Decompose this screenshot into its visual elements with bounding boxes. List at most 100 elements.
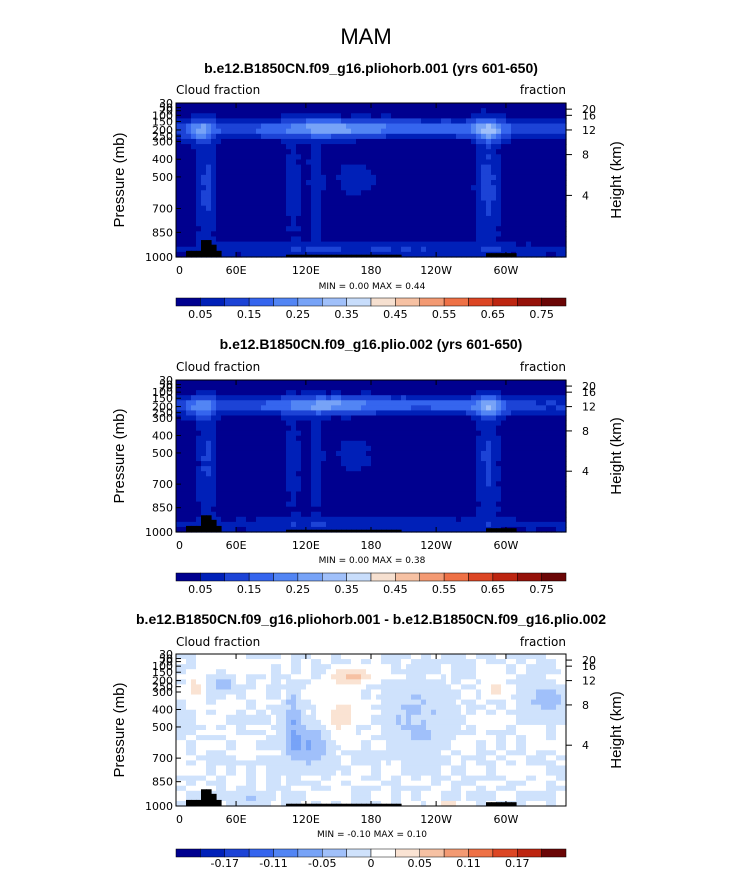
field-cell [211,123,217,130]
field-cell [206,511,212,518]
field-cell [461,526,467,533]
field-cell [391,456,397,462]
field-cell [481,185,487,191]
field-cell [321,133,327,140]
field-cell [496,456,502,462]
field-cell [561,108,567,114]
field-cell [251,226,257,232]
field-cell [191,506,197,513]
field-cell [226,118,232,125]
field-cell [481,380,487,386]
field-cell [221,246,227,253]
field-cell [446,231,452,238]
field-cell [261,221,267,227]
field-cell [301,128,307,135]
field-cell [176,795,182,802]
field-cell [251,425,257,432]
field-cell [536,185,542,191]
field-cell [486,138,492,145]
field-cell [191,241,197,248]
field-cell [551,425,557,432]
field-cell [501,420,507,427]
field-cell [531,138,537,145]
field-cell [356,445,362,452]
field-cell [391,521,397,528]
field-cell [466,496,472,503]
field-cell [481,476,487,482]
field-cell [211,430,217,437]
field-cell [286,390,292,396]
field-cell [456,149,462,155]
field-cell [176,221,182,227]
field-cell [291,511,297,518]
field-cell [561,385,567,391]
field-cell [321,246,327,253]
field-cell [281,496,287,503]
field-cell [471,445,477,452]
field-cell [291,215,297,222]
field-cell [511,440,517,447]
field-cell [561,456,567,462]
field-cell [541,154,547,161]
field-cell [366,159,372,166]
field-cell [176,684,182,691]
field-cell [471,246,477,253]
field-cell [396,108,402,114]
field-cell [201,466,207,472]
field-cell [471,144,477,150]
field-cell [521,516,527,523]
field-cell [446,174,452,181]
y-tick-label: 850 [152,502,173,515]
field-cell [501,174,507,181]
field-cell [391,461,397,467]
field-cell [476,231,482,238]
field-cell [291,144,297,150]
field-cell [486,511,492,518]
field-cell [186,481,192,487]
field-cell [196,491,202,498]
field-cell [246,180,252,186]
field-cell [186,118,192,125]
field-cell [241,231,247,238]
field-cell [531,221,537,227]
field-cell [281,138,287,145]
field-cell [396,385,402,391]
field-cell [366,501,372,508]
field-cell [371,169,377,176]
field-cell [376,445,382,452]
field-cell [256,113,262,119]
field-cell [181,699,187,706]
field-cell [316,516,322,523]
field-cell [426,435,432,442]
field-cell [311,154,317,161]
field-cell [331,481,337,487]
field-cell [486,210,492,217]
field-cell [306,164,312,171]
field-cell [256,251,262,258]
x-tick-label: 60W [494,539,519,552]
field-cell [316,471,322,477]
field-cell [426,169,432,176]
field-cell [376,118,382,125]
field-cell [531,476,537,482]
field-cell [251,149,257,155]
field-cell [476,113,482,119]
field-cell [496,481,502,487]
field-cell [376,215,382,222]
field-cell [406,221,412,227]
terrain-bar [291,254,297,257]
field-cell [181,410,187,417]
field-cell [341,405,347,411]
field-cell [241,123,247,130]
field-cell [256,200,262,207]
terrain-bar [511,528,517,532]
field-cell [296,210,302,217]
field-cell [416,210,422,217]
colorbar-swatch [224,572,250,582]
field-cell [341,385,347,391]
field-cell [536,486,542,493]
field-cell [261,246,267,253]
field-cell [466,205,472,212]
field-cell [536,103,542,109]
field-cell [191,491,197,498]
